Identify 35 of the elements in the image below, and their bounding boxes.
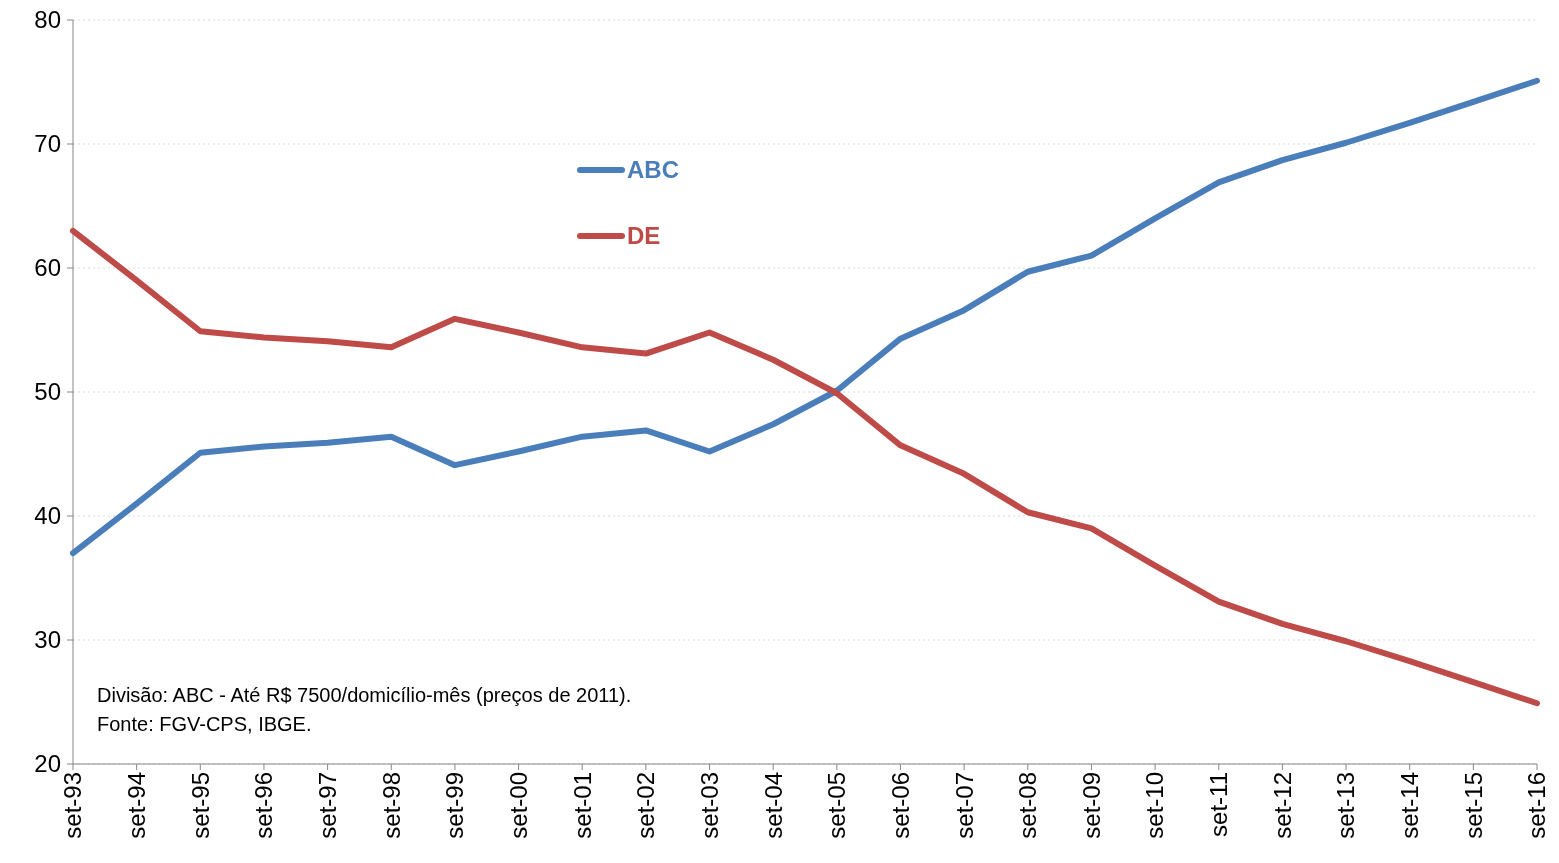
x-tick-label: set-12: [1268, 772, 1296, 839]
x-tick-label: set-16: [1523, 772, 1551, 839]
x-tick-label: set-95: [186, 772, 214, 839]
x-tick-label: set-15: [1459, 772, 1487, 839]
x-tick-label: set-04: [759, 772, 787, 839]
y-tick-label: 70: [34, 130, 61, 158]
x-tick-label: set-11: [1205, 772, 1233, 837]
legend-label: DE: [627, 222, 661, 250]
x-tick-label: set-09: [1077, 772, 1105, 839]
x-tick-label: set-05: [823, 772, 851, 839]
y-tick-label: 50: [34, 378, 61, 406]
y-tick-label: 30: [34, 626, 61, 654]
x-tick-label: set-01: [568, 772, 596, 839]
x-tick-label: set-96: [250, 772, 278, 839]
annotation: Divisão: ABC - Até R$ 7500/domicílio-mês (preços de 2011).: [97, 684, 632, 706]
annotation: Fonte: FGV-CPS, IBGE.: [97, 713, 312, 735]
x-tick-label: set-00: [504, 772, 532, 839]
x-tick-label: set-07: [950, 772, 978, 839]
x-tick-label: set-94: [123, 772, 151, 839]
x-tick-label: set-98: [377, 772, 405, 839]
y-tick-label: 20: [34, 750, 61, 778]
x-tick-label: set-10: [1141, 772, 1169, 839]
y-tick-label: 80: [34, 6, 61, 34]
x-tick-label: set-13: [1332, 772, 1360, 839]
x-tick-label: set-14: [1396, 772, 1424, 839]
x-tick-label: set-08: [1014, 772, 1042, 839]
x-tick-label: set-93: [59, 772, 87, 839]
x-tick-label: set-02: [632, 772, 660, 839]
legend-label: ABC: [627, 156, 679, 184]
y-tick-label: 60: [34, 254, 61, 282]
x-tick-label: set-06: [886, 772, 914, 839]
x-tick-label: set-97: [314, 772, 342, 839]
y-tick-label: 40: [34, 502, 61, 530]
x-tick-label: set-03: [695, 772, 723, 839]
x-tick-label: set-99: [441, 772, 469, 839]
